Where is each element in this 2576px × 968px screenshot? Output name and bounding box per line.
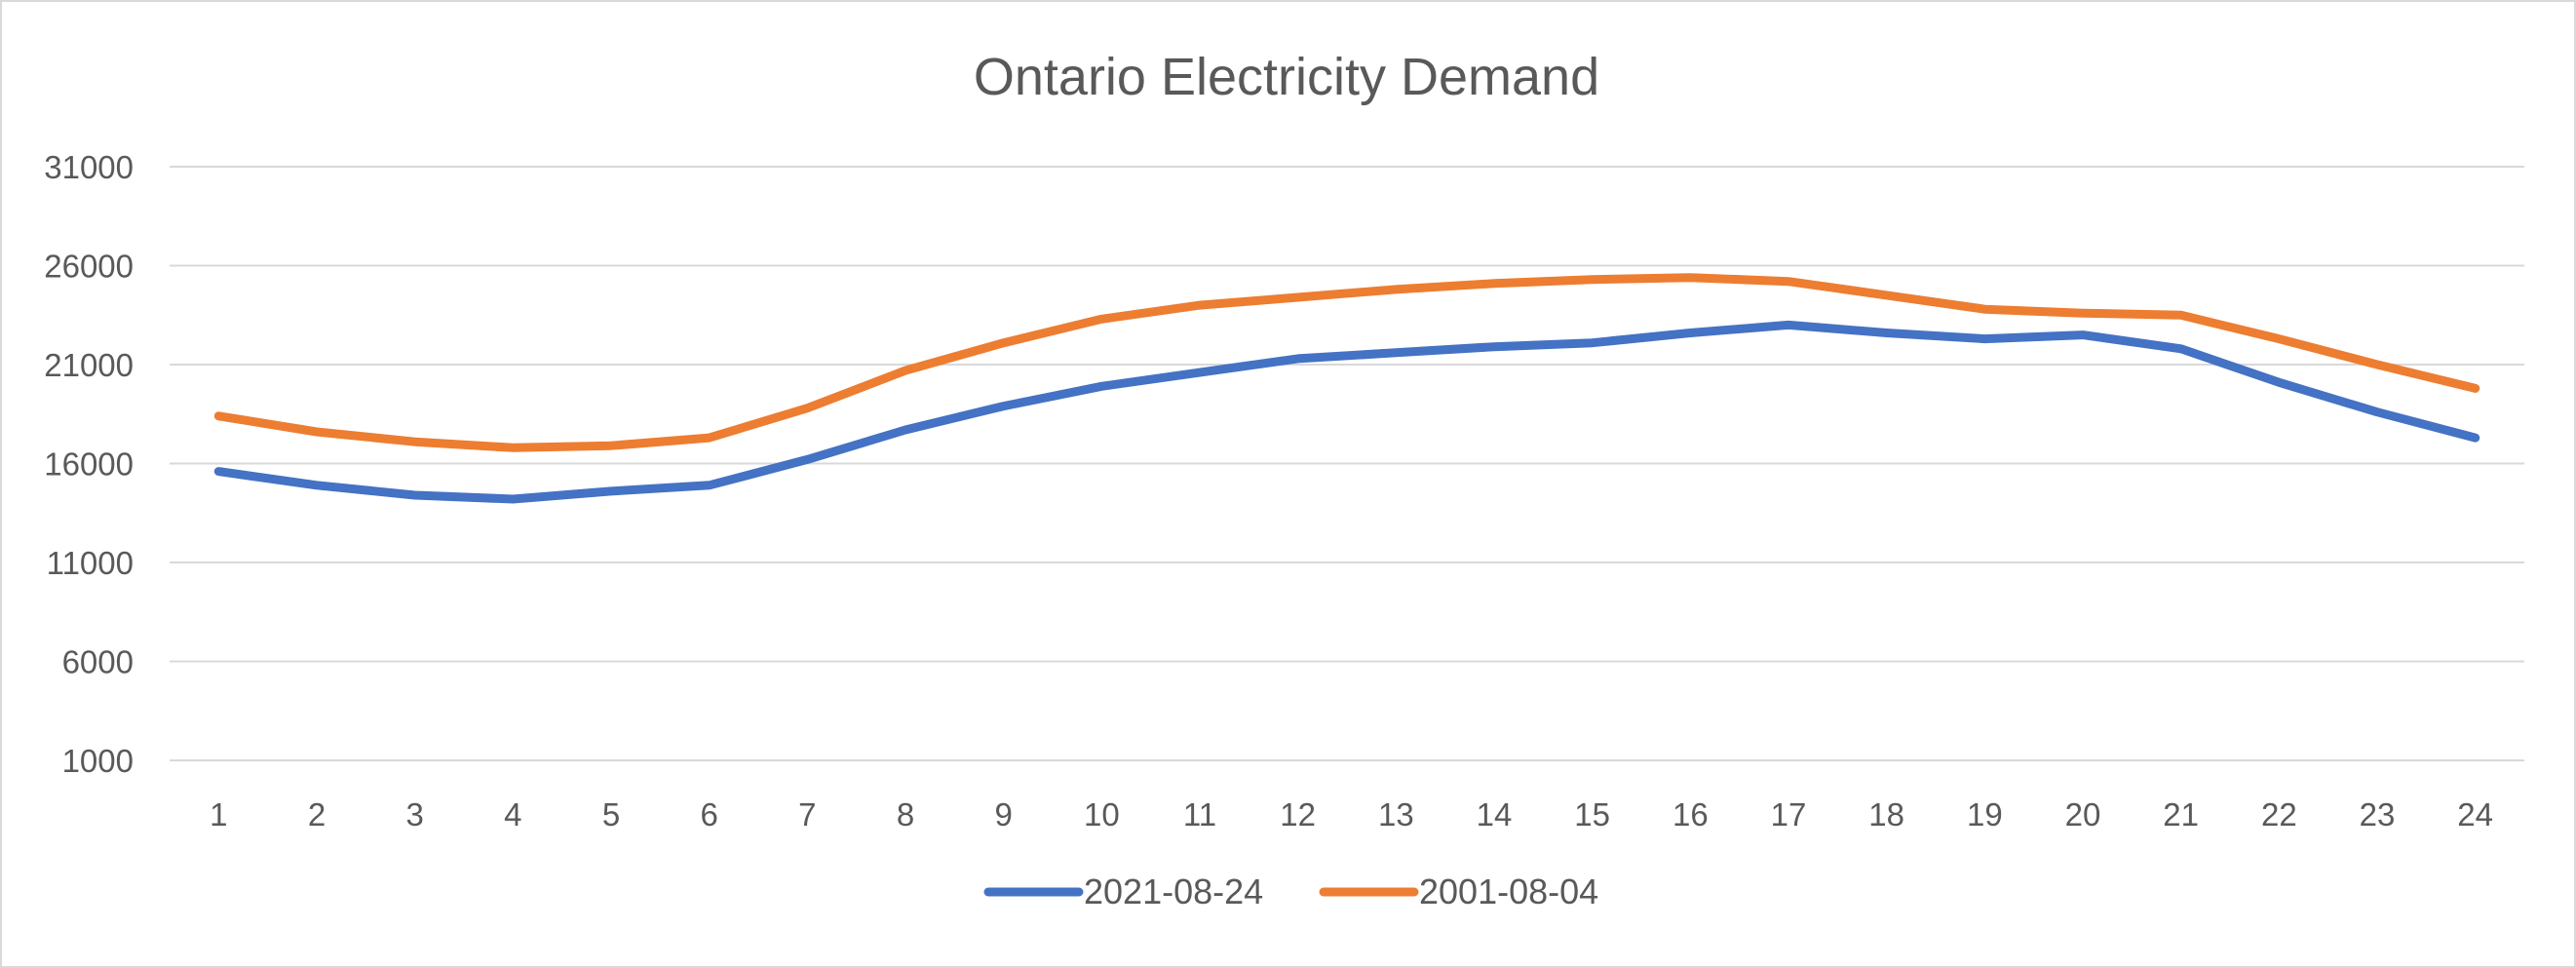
y-tick-label: 21000 <box>44 347 134 383</box>
x-tick-label: 22 <box>2261 796 2297 832</box>
y-tick-label: 16000 <box>44 446 134 483</box>
x-tick-label: 10 <box>1084 796 1120 832</box>
x-tick-label: 23 <box>2360 796 2396 832</box>
legend-label: 2021-08-24 <box>1084 871 1263 911</box>
legend-label: 2001-08-04 <box>1419 871 1598 911</box>
x-tick-label: 20 <box>2065 796 2101 832</box>
x-tick-label: 5 <box>602 796 620 832</box>
x-tick-label: 11 <box>1183 796 1216 832</box>
y-tick-label: 6000 <box>62 644 134 680</box>
x-tick-label: 3 <box>405 796 423 832</box>
x-tick-label: 7 <box>798 796 816 832</box>
x-tick-label: 6 <box>700 796 717 832</box>
x-tick-label: 18 <box>1868 796 1904 832</box>
y-tick-label: 31000 <box>44 149 134 185</box>
x-tick-label: 14 <box>1477 796 1513 832</box>
x-tick-label: 13 <box>1378 796 1414 832</box>
series-line-0 <box>213 320 2480 504</box>
x-tick-label: 15 <box>1574 796 1610 832</box>
x-tick-label: 21 <box>2163 796 2199 832</box>
x-tick-label: 17 <box>1771 796 1807 832</box>
x-tick-label: 9 <box>994 796 1012 832</box>
legend: 2021-08-24 2001-08-04 <box>983 871 1598 911</box>
series-lines <box>213 273 2480 504</box>
x-tick-label: 24 <box>2457 796 2493 832</box>
x-tick-label: 12 <box>1280 796 1316 832</box>
y-tick-label: 11000 <box>47 545 134 581</box>
x-tick-label: 8 <box>897 796 914 832</box>
gridlines <box>170 166 2524 761</box>
series-line-1 <box>213 273 2480 452</box>
x-tick-label: 2 <box>308 796 326 832</box>
y-tick-label: 26000 <box>44 249 134 285</box>
y-tick-label: 1000 <box>62 743 134 779</box>
chart-title: Ontario Electricity Demand <box>974 48 1599 106</box>
x-tick-label: 4 <box>504 796 521 832</box>
x-tick-label: 1 <box>210 796 227 832</box>
x-tick-label: 16 <box>1672 796 1709 832</box>
x-tick-label: 19 <box>1967 796 2003 832</box>
y-axis-tick-labels: 1000 6000 11000 16000 21000 26000 31000 <box>44 149 134 779</box>
x-axis-tick-labels: 1 2 3 4 5 6 7 8 9 10 11 12 13 14 15 16 17 18 19 20 21 22 23 24 <box>210 796 2493 832</box>
